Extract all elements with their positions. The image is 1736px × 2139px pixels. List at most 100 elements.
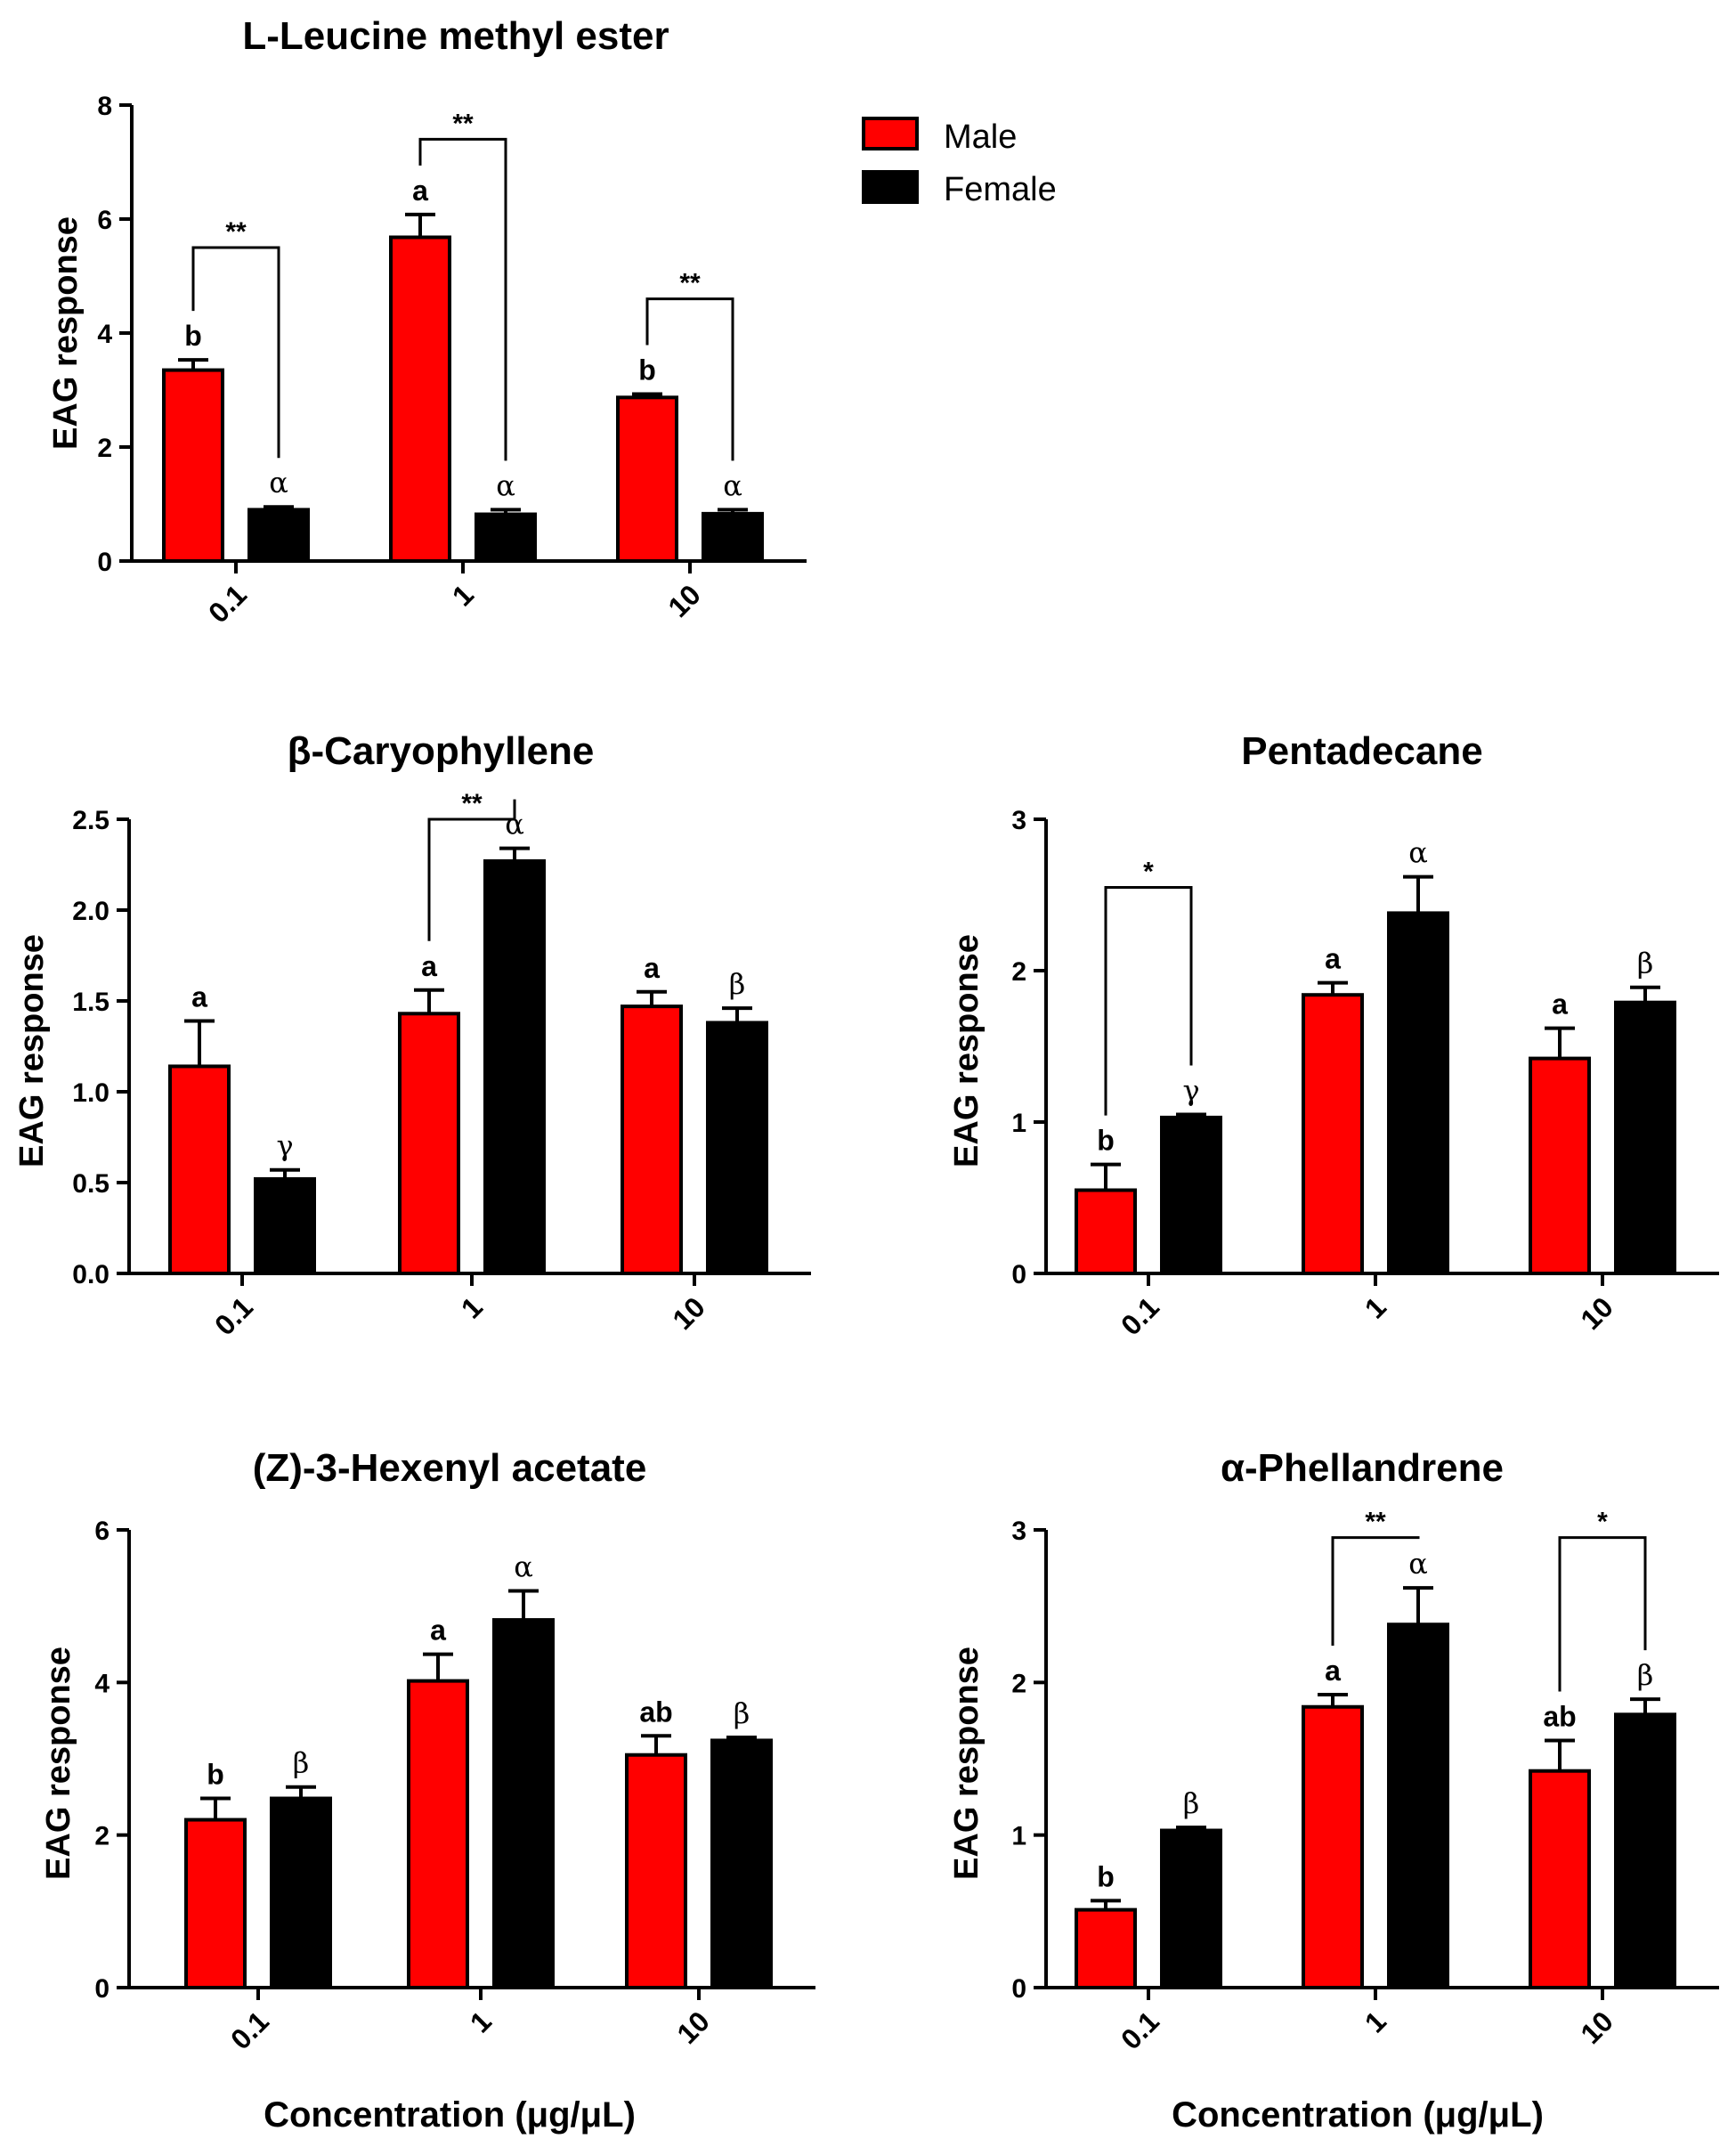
y-tick-label: 0 <box>94 1974 110 2004</box>
significance-stars: ** <box>461 789 483 818</box>
legend-label-female: Female <box>944 171 1057 208</box>
bar-female <box>254 1176 316 1276</box>
x-tick-label: 0.1 <box>1115 1290 1165 1341</box>
significance-stars: * <box>1597 1508 1608 1537</box>
y-tick-label: 2 <box>1011 957 1026 987</box>
bar-male <box>1302 1704 1364 1990</box>
significance-letter: β <box>1637 1658 1654 1692</box>
y-tick-label: 2.5 <box>72 806 110 835</box>
x-tick-label: 0.1 <box>224 2005 275 2055</box>
significance-letter: α <box>496 468 515 502</box>
y-axis-label: EAG response <box>40 1647 77 1880</box>
y-axis-label: EAG response <box>948 1647 986 1880</box>
x-tick-label: 0.1 <box>202 578 253 629</box>
bar-female <box>483 858 546 1275</box>
x-tick-label: 1 <box>1359 1290 1392 1324</box>
bar-male <box>625 1753 687 1989</box>
y-axis-label: EAG response <box>948 934 986 1167</box>
x-tick-label: 10 <box>1574 2005 1619 2050</box>
chart-title: L-Leucine methyl ester <box>242 14 669 58</box>
y-tick-label: 2 <box>94 1822 110 1851</box>
chart-panel-pentadecane: Pentadecane EAG response 0 1 2 3 0.1 b γ 1 a α 10 a… <box>948 729 1719 1341</box>
significance-letter: a <box>1325 943 1341 975</box>
significance-stars: * <box>1143 858 1154 887</box>
bar-female <box>1160 1828 1222 1989</box>
y-axis-label: EAG response <box>47 216 85 450</box>
y-tick-label: 0.0 <box>72 1260 110 1289</box>
chart-title: (Z)-3-Hexenyl acetate <box>253 1446 647 1490</box>
y-tick-label: 1.0 <box>72 1078 110 1108</box>
bar-female <box>1387 1623 1449 1990</box>
bar-female <box>270 1796 332 1989</box>
chart-panel-alpha-phellandrene: α-Phellandrene EAG response Concentratio… <box>948 1446 1719 2135</box>
y-tick-label: 0 <box>97 548 112 577</box>
y-tick-label: 2.0 <box>72 897 110 926</box>
chart-title: α-Phellandrene <box>1221 1446 1504 1490</box>
x-tick-label: 1 <box>1359 2005 1392 2038</box>
significance-letter: α <box>1408 1547 1428 1581</box>
significance-letter: ab <box>1543 1700 1576 1732</box>
bar-female <box>706 1021 768 1275</box>
x-tick-label: 0.1 <box>1115 2005 1165 2055</box>
y-axis-label: EAG response <box>13 934 51 1167</box>
chart-panel-l-leucine-methyl-ester: L-Leucine methyl ester EAG response 0 2 4 6… <box>47 14 807 629</box>
significance-stars: ** <box>225 217 247 247</box>
x-tick-label: 10 <box>670 2005 716 2050</box>
legend-label-male: Male <box>944 118 1017 156</box>
y-tick-label: 8 <box>97 92 112 121</box>
chart-panel-beta-caryophyllene: β-Caryophyllene EAG response 0.0 0.5 1.0 1.… <box>13 729 811 1341</box>
significance-letter: b <box>638 354 656 386</box>
significance-bracket <box>418 137 507 461</box>
y-tick-label: 0 <box>1011 1974 1026 2004</box>
significance-letter: a <box>412 175 428 207</box>
x-tick-label: 10 <box>1574 1290 1619 1336</box>
significance-letter: a <box>191 980 207 1013</box>
significance-bracket <box>427 799 516 941</box>
bar-male <box>162 368 224 563</box>
significance-letter: β <box>1183 1786 1200 1820</box>
significance-letter: γ <box>1182 1074 1199 1108</box>
bar-male <box>184 1818 247 1989</box>
significance-letter: β <box>734 1696 750 1730</box>
y-tick-label: 4 <box>94 1669 110 1698</box>
x-tick-label: 1 <box>446 578 480 612</box>
significance-stars: ** <box>1365 1508 1386 1537</box>
bar-male <box>1529 1056 1591 1275</box>
bar-female <box>1160 1115 1222 1276</box>
significance-letter: b <box>207 1759 224 1791</box>
bar-male <box>1302 993 1364 1275</box>
y-tick-label: 3 <box>1011 1517 1026 1546</box>
y-tick-label: 3 <box>1011 806 1026 835</box>
y-tick-label: 1 <box>1011 1109 1026 1138</box>
bar-female <box>247 508 310 564</box>
significance-letter: ab <box>639 1696 672 1728</box>
bar-female <box>1387 911 1449 1276</box>
significance-letter: a <box>421 950 437 982</box>
y-tick-label: 0.5 <box>72 1169 110 1199</box>
significance-letter: β <box>293 1746 310 1780</box>
y-tick-label: 0 <box>1011 1260 1026 1289</box>
significance-letter: α <box>269 466 288 500</box>
bar-male <box>1529 1769 1591 1989</box>
y-tick-label: 1.5 <box>72 988 110 1017</box>
bar-male <box>407 1679 469 1989</box>
x-tick-label: 1 <box>455 1290 489 1324</box>
significance-letter: a <box>644 952 660 984</box>
y-tick-label: 6 <box>94 1517 110 1546</box>
significance-letter: a <box>430 1614 446 1647</box>
significance-bracket <box>191 246 280 459</box>
y-tick-label: 6 <box>97 206 112 235</box>
legend-swatch-male <box>862 117 919 150</box>
bar-female <box>475 512 537 564</box>
chart-title: Pentadecane <box>1241 729 1482 773</box>
y-tick-label: 2 <box>1011 1669 1026 1698</box>
significance-letter: a <box>1325 1655 1341 1687</box>
significance-letter: β <box>729 967 746 1001</box>
y-tick-label: 4 <box>97 320 112 349</box>
significance-letter: β <box>1637 947 1654 980</box>
chart-title: β-Caryophyllene <box>288 729 595 773</box>
x-tick-label: 1 <box>464 2005 498 2038</box>
x-tick-label: 10 <box>666 1290 711 1336</box>
bar-male <box>616 395 678 563</box>
y-tick-label: 1 <box>1011 1822 1026 1851</box>
